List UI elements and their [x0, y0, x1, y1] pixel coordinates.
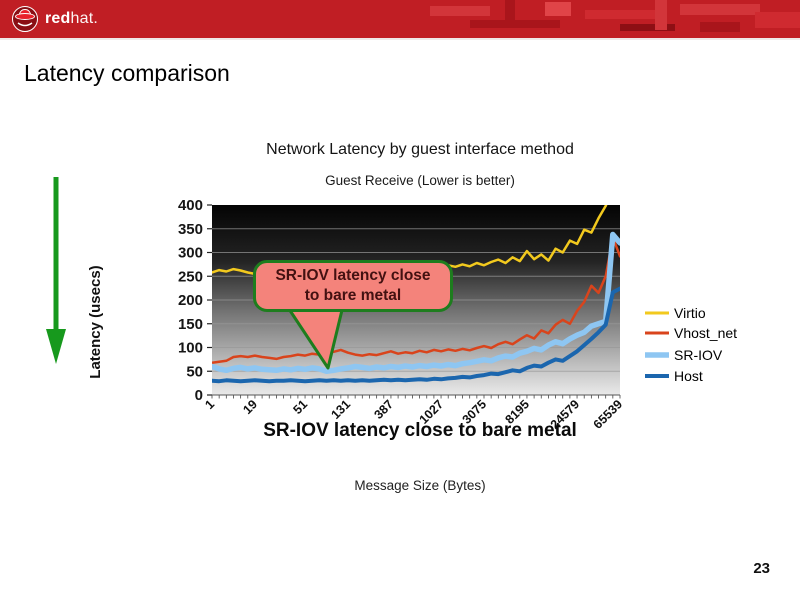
header-pattern — [620, 24, 675, 31]
header-pattern — [545, 2, 571, 16]
logo-text-red: red — [45, 10, 71, 27]
down-arrow-icon — [46, 177, 66, 364]
header-pattern — [430, 6, 490, 16]
header-pattern — [505, 0, 515, 22]
chart-title: Network Latency by guest interface metho… — [266, 141, 574, 158]
chart-note: SR-IOV latency close to bare metal — [263, 420, 577, 441]
header-pattern — [585, 10, 655, 19]
y-tick-label: 50 — [186, 363, 203, 380]
redhat-logo-text: redhat. — [45, 10, 98, 28]
x-tick-label: 19 — [240, 397, 260, 417]
header-pattern — [655, 0, 667, 30]
header-pattern — [700, 22, 740, 32]
header-pattern — [470, 20, 560, 28]
header-pattern — [755, 12, 800, 28]
x-tick-label: 51 — [290, 397, 310, 417]
y-tick-label: 150 — [178, 316, 203, 333]
legend-label-host: Host — [674, 368, 703, 384]
header-pattern — [680, 4, 760, 15]
legend-label-vhost_net: Vhost_net — [674, 325, 737, 341]
logo-text-hat: hat. — [70, 10, 98, 27]
series-line-sr-iov — [212, 231, 620, 375]
y-tick-label: 200 — [178, 292, 203, 309]
y-tick-label: 0 — [195, 387, 203, 404]
x-axis-label: Message Size (Bytes) — [354, 478, 486, 493]
callout-bubble: SR-IOV latency close to bare metal — [253, 260, 453, 312]
x-tick-label: 387 — [371, 397, 396, 422]
y-tick-label: 100 — [178, 340, 203, 357]
y-tick-label: 250 — [178, 268, 203, 285]
y-axis-label: Latency (usecs) — [87, 265, 104, 379]
series-line-vhost_net — [212, 236, 620, 364]
chart-subtitle: Guest Receive (Lower is better) — [325, 173, 515, 188]
y-tick-label: 400 — [178, 197, 203, 214]
callout-line1: SR-IOV latency close — [275, 266, 431, 284]
page-title: Latency comparison — [24, 60, 230, 86]
header-divider — [0, 38, 800, 40]
legend-label-virtio: Virtio — [674, 305, 706, 321]
redhat-hat-icon — [12, 6, 38, 32]
callout-line2: to bare metal — [304, 287, 402, 304]
x-tick-label: 1 — [202, 397, 217, 412]
page-number: 23 — [753, 560, 770, 577]
header-bar: redhat. — [0, 0, 800, 38]
series-line-host — [212, 286, 620, 384]
legend-label-sr-iov: SR-IOV — [674, 347, 723, 363]
x-tick-label: 131 — [328, 397, 353, 422]
redhat-logo: redhat. — [12, 6, 98, 32]
y-tick-label: 300 — [178, 245, 203, 262]
y-tick-label: 350 — [178, 221, 203, 238]
